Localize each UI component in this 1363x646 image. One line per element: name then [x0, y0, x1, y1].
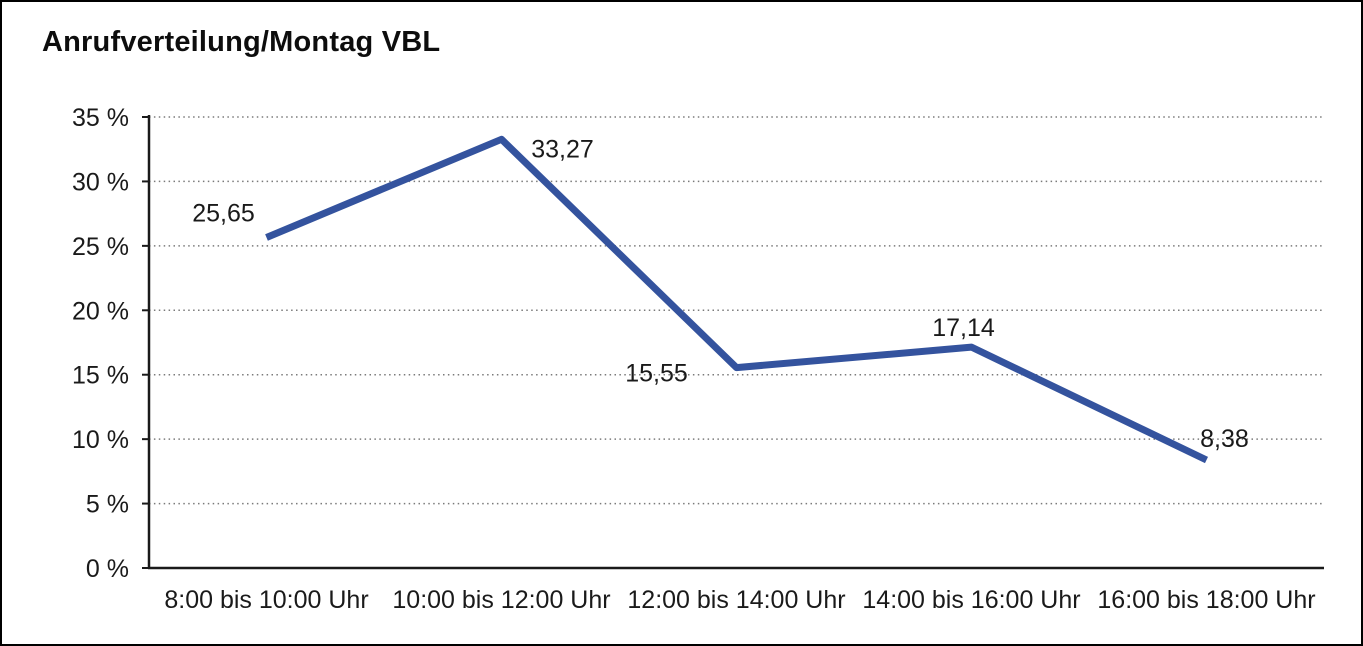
- data-point-label: 17,14: [932, 314, 995, 342]
- y-tick-label: 0 %: [86, 555, 129, 583]
- y-tick-label: 20 %: [72, 297, 129, 325]
- y-tick-label: 25 %: [72, 233, 129, 261]
- y-tick-label: 35 %: [72, 104, 129, 132]
- data-point-label: 8,38: [1200, 425, 1249, 453]
- y-tick-label: 15 %: [72, 362, 129, 390]
- x-category-label: 8:00 bis 10:00 Uhr: [164, 586, 368, 614]
- data-point-label: 15,55: [625, 360, 688, 388]
- y-tick-label: 10 %: [72, 426, 129, 454]
- x-category-label: 14:00 bis 16:00 Uhr: [862, 586, 1080, 614]
- y-tick-label: 30 %: [72, 168, 129, 196]
- x-category-label: 16:00 bis 18:00 Uhr: [1097, 586, 1315, 614]
- data-point-label: 25,65: [192, 199, 255, 227]
- x-category-label: 12:00 bis 14:00 Uhr: [627, 586, 845, 614]
- x-category-label: 10:00 bis 12:00 Uhr: [392, 586, 610, 614]
- y-tick-label: 5 %: [86, 491, 129, 519]
- chart-title: Anrufverteilung/Montag VBL: [42, 26, 441, 58]
- data-point-label: 33,27: [531, 135, 594, 163]
- data-line: [265, 135, 1209, 464]
